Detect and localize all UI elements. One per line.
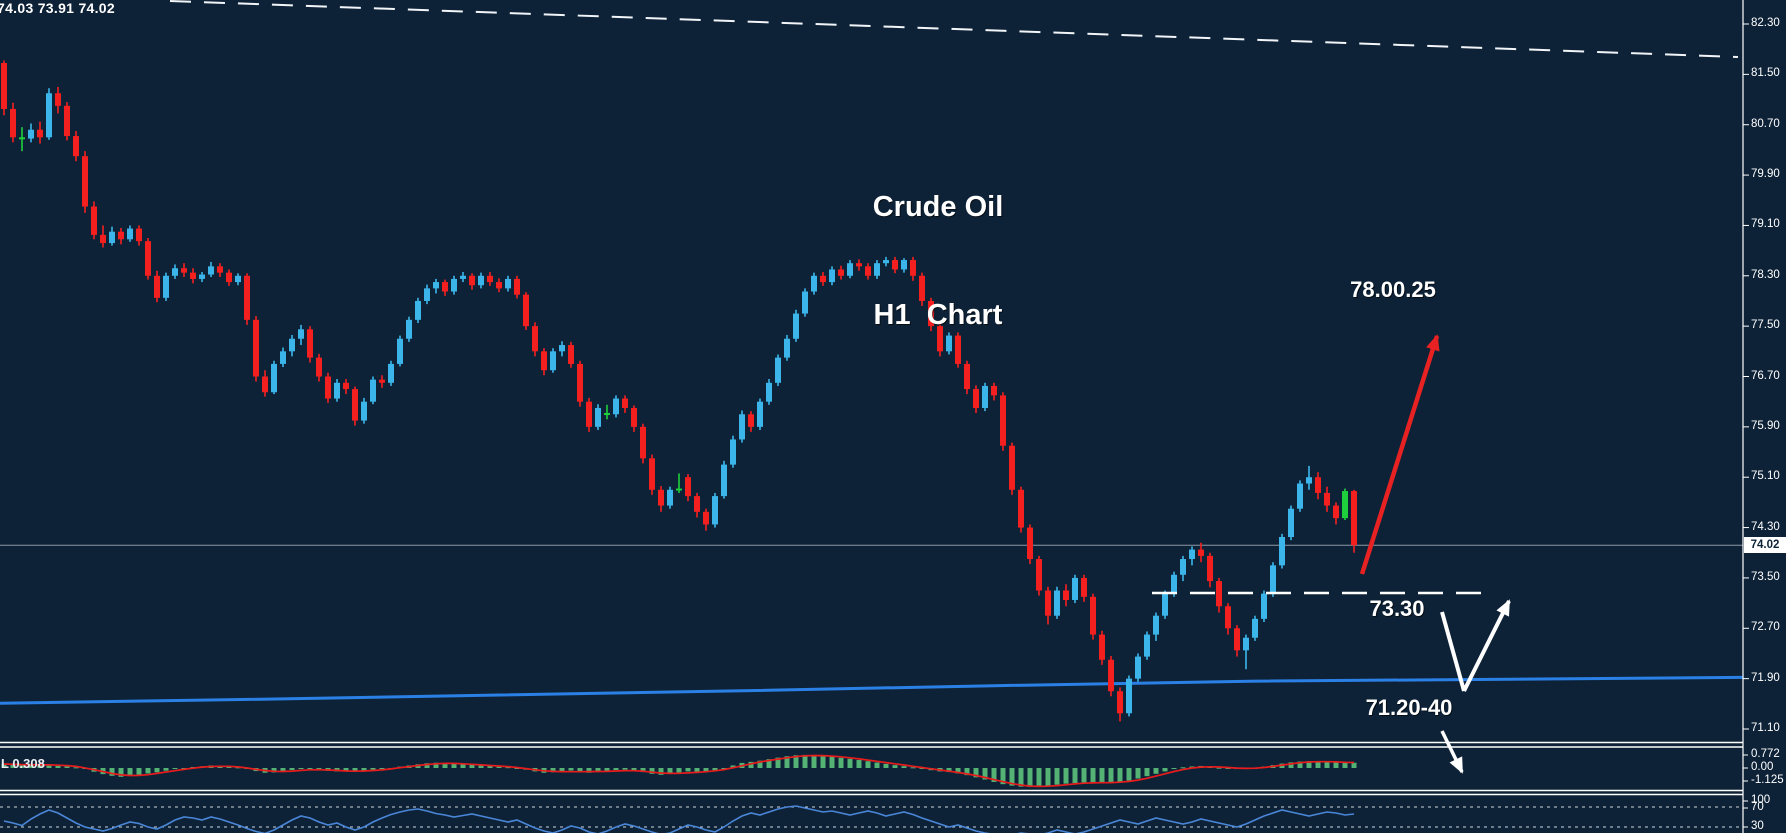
macd-axis-label: 0.772 — [1751, 748, 1780, 760]
price-axis-label: 80.70 — [1751, 117, 1780, 130]
stochastic-axis-label: 70 — [1751, 801, 1764, 813]
price-axis-label: 73.50 — [1751, 570, 1780, 583]
price-axis-label: 79.10 — [1751, 218, 1780, 231]
price-axis-label: 76.70 — [1751, 369, 1780, 382]
price-axis-label: 75.90 — [1751, 419, 1780, 432]
price-axis-label: 79.90 — [1751, 168, 1780, 181]
price-axis-label: 82.30 — [1751, 17, 1780, 29]
price-axis-label: 77.50 — [1751, 319, 1780, 332]
macd-axis-label: -1.125 — [1751, 774, 1784, 786]
price-axis-label: 71.90 — [1751, 671, 1780, 684]
macd-axis-label: 0.00 — [1751, 761, 1774, 773]
price-axis-label: 72.70 — [1751, 621, 1780, 634]
indicator-value-label: L 0.308 — [1, 756, 45, 771]
stochastic-axis-label: 100 — [1751, 794, 1771, 806]
current-price-tag: 74.02 — [1744, 537, 1786, 554]
price-axis-label: 75.10 — [1751, 470, 1780, 483]
support-level-annotation: 73.30 — [1369, 596, 1425, 621]
demand-zone-annotation: 71.20-40 — [1365, 695, 1453, 720]
ohlc-quote-readout: 74.03 73.91 74.02 — [0, 0, 115, 16]
chart-title: Crude Oil H1 Chart — [788, 117, 1088, 405]
target-price-annotation: 78.00.25 — [1350, 277, 1436, 302]
price-axis-label: 78.30 — [1751, 268, 1780, 281]
price-axis-label: 74.30 — [1751, 520, 1780, 533]
price-axis-label: 81.50 — [1751, 67, 1780, 80]
price-axis[interactable]: 74.02 82.30 81.50 80.70 79.90 79.10 78.30 77.5… — [1744, 0, 1786, 833]
stochastic-axis-label: 30 — [1751, 820, 1764, 832]
chart-title-timeframe: H1 Chart — [873, 299, 1003, 331]
price-axis-label: 71.10 — [1751, 722, 1780, 734]
chart-title-symbol: Crude Oil — [872, 191, 1004, 223]
